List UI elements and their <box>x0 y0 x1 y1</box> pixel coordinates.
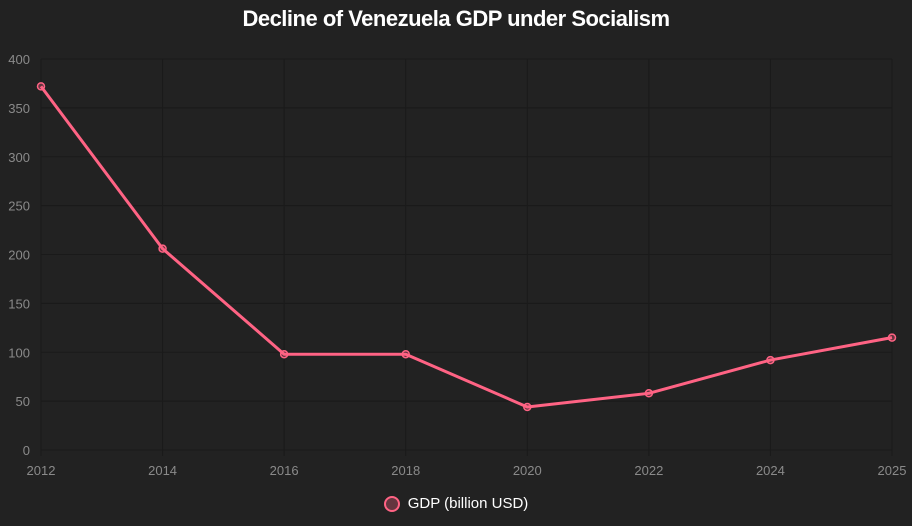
series-line <box>39 85 893 409</box>
data-point <box>766 355 775 365</box>
legend-label: GDP (billion USD) <box>407 495 529 512</box>
x-tick-label: 2022 <box>634 463 663 478</box>
y-tick-label: 150 <box>8 296 30 311</box>
data-point <box>644 389 654 398</box>
y-tick-label: 100 <box>8 345 30 360</box>
y-tick-label: 400 <box>8 52 30 67</box>
x-tick-label: 2020 <box>513 463 542 478</box>
x-tick-label: 2025 <box>878 463 907 478</box>
x-tick-label: 2016 <box>270 463 299 478</box>
y-tick-label: 50 <box>16 394 30 409</box>
y-tick-label: 350 <box>8 101 30 116</box>
data-point <box>158 244 167 253</box>
x-tick-label: 2018 <box>391 463 420 478</box>
data-point <box>401 349 410 359</box>
data-point <box>523 402 532 412</box>
data-point <box>887 333 897 342</box>
data-point <box>279 349 289 359</box>
x-tick-label: 2024 <box>756 463 785 478</box>
y-tick-label: 0 <box>23 443 30 458</box>
chart-title: Decline of Venezuela GDP under Socialism <box>242 6 670 31</box>
y-tick-label: 200 <box>8 248 30 263</box>
data-point <box>36 82 46 91</box>
y-tick-label: 250 <box>8 199 30 214</box>
legend-swatch-icon <box>383 495 400 512</box>
legend[interactable]: GDP (billion USD) <box>0 495 912 512</box>
x-tick-label: 2012 <box>27 463 56 478</box>
y-tick-label: 300 <box>8 150 30 165</box>
x-tick-label: 2014 <box>148 463 177 478</box>
